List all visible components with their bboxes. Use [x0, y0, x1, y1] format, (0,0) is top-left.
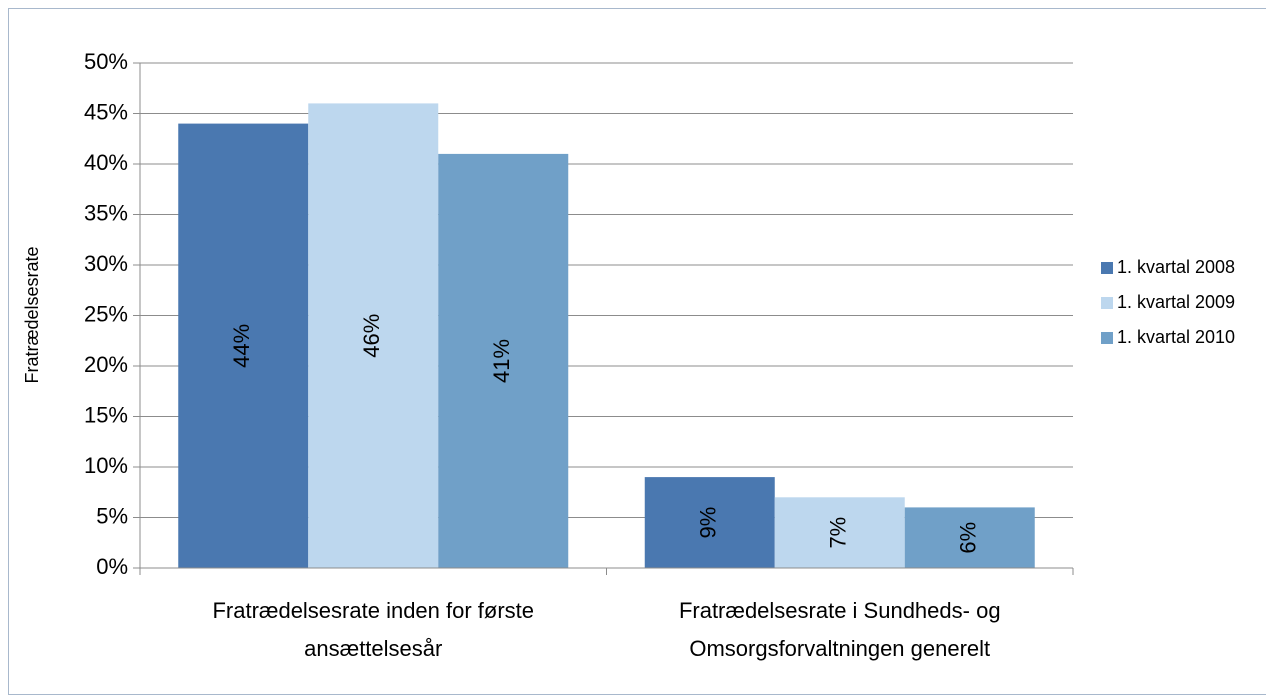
legend-swatch — [1101, 332, 1113, 344]
y-tick-label: 40% — [84, 150, 128, 175]
y-axis-title: Fratrædelsesrate — [22, 246, 42, 383]
y-tick-label: 35% — [84, 200, 128, 225]
bar — [774, 497, 905, 568]
y-tick-label: 45% — [84, 99, 128, 124]
legend-label: 1. kvartal 2010 — [1117, 327, 1235, 347]
legend-label: 1. kvartal 2009 — [1117, 292, 1235, 312]
y-tick-label: 20% — [84, 352, 128, 377]
y-tick-label: 50% — [84, 49, 128, 74]
bar — [308, 103, 439, 569]
legend-swatch — [1101, 262, 1113, 274]
legend-swatch — [1101, 297, 1113, 309]
data-label: 44% — [229, 324, 254, 368]
y-tick-label: 25% — [84, 301, 128, 326]
data-label: 7% — [826, 517, 851, 549]
legend-label: 1. kvartal 2008 — [1117, 257, 1235, 277]
data-label: 9% — [696, 507, 721, 539]
x-tick-label: Fratrædelsesrate i Sundheds- og Omsorgsf… — [678, 598, 1001, 661]
data-label: 6% — [956, 522, 981, 554]
x-tick-label: Fratrædelsesrate inden for første ansætt… — [212, 598, 535, 661]
bar — [644, 477, 775, 568]
y-tick-label: 15% — [84, 402, 128, 427]
data-label: 41% — [489, 339, 514, 383]
bar — [178, 123, 309, 568]
y-tick-label: 5% — [96, 503, 128, 528]
data-label: 46% — [359, 314, 384, 358]
y-tick-label: 10% — [84, 453, 128, 478]
y-tick-label: 30% — [84, 251, 128, 276]
bar — [904, 507, 1035, 568]
bar — [438, 153, 569, 568]
y-tick-label: 0% — [96, 554, 128, 579]
